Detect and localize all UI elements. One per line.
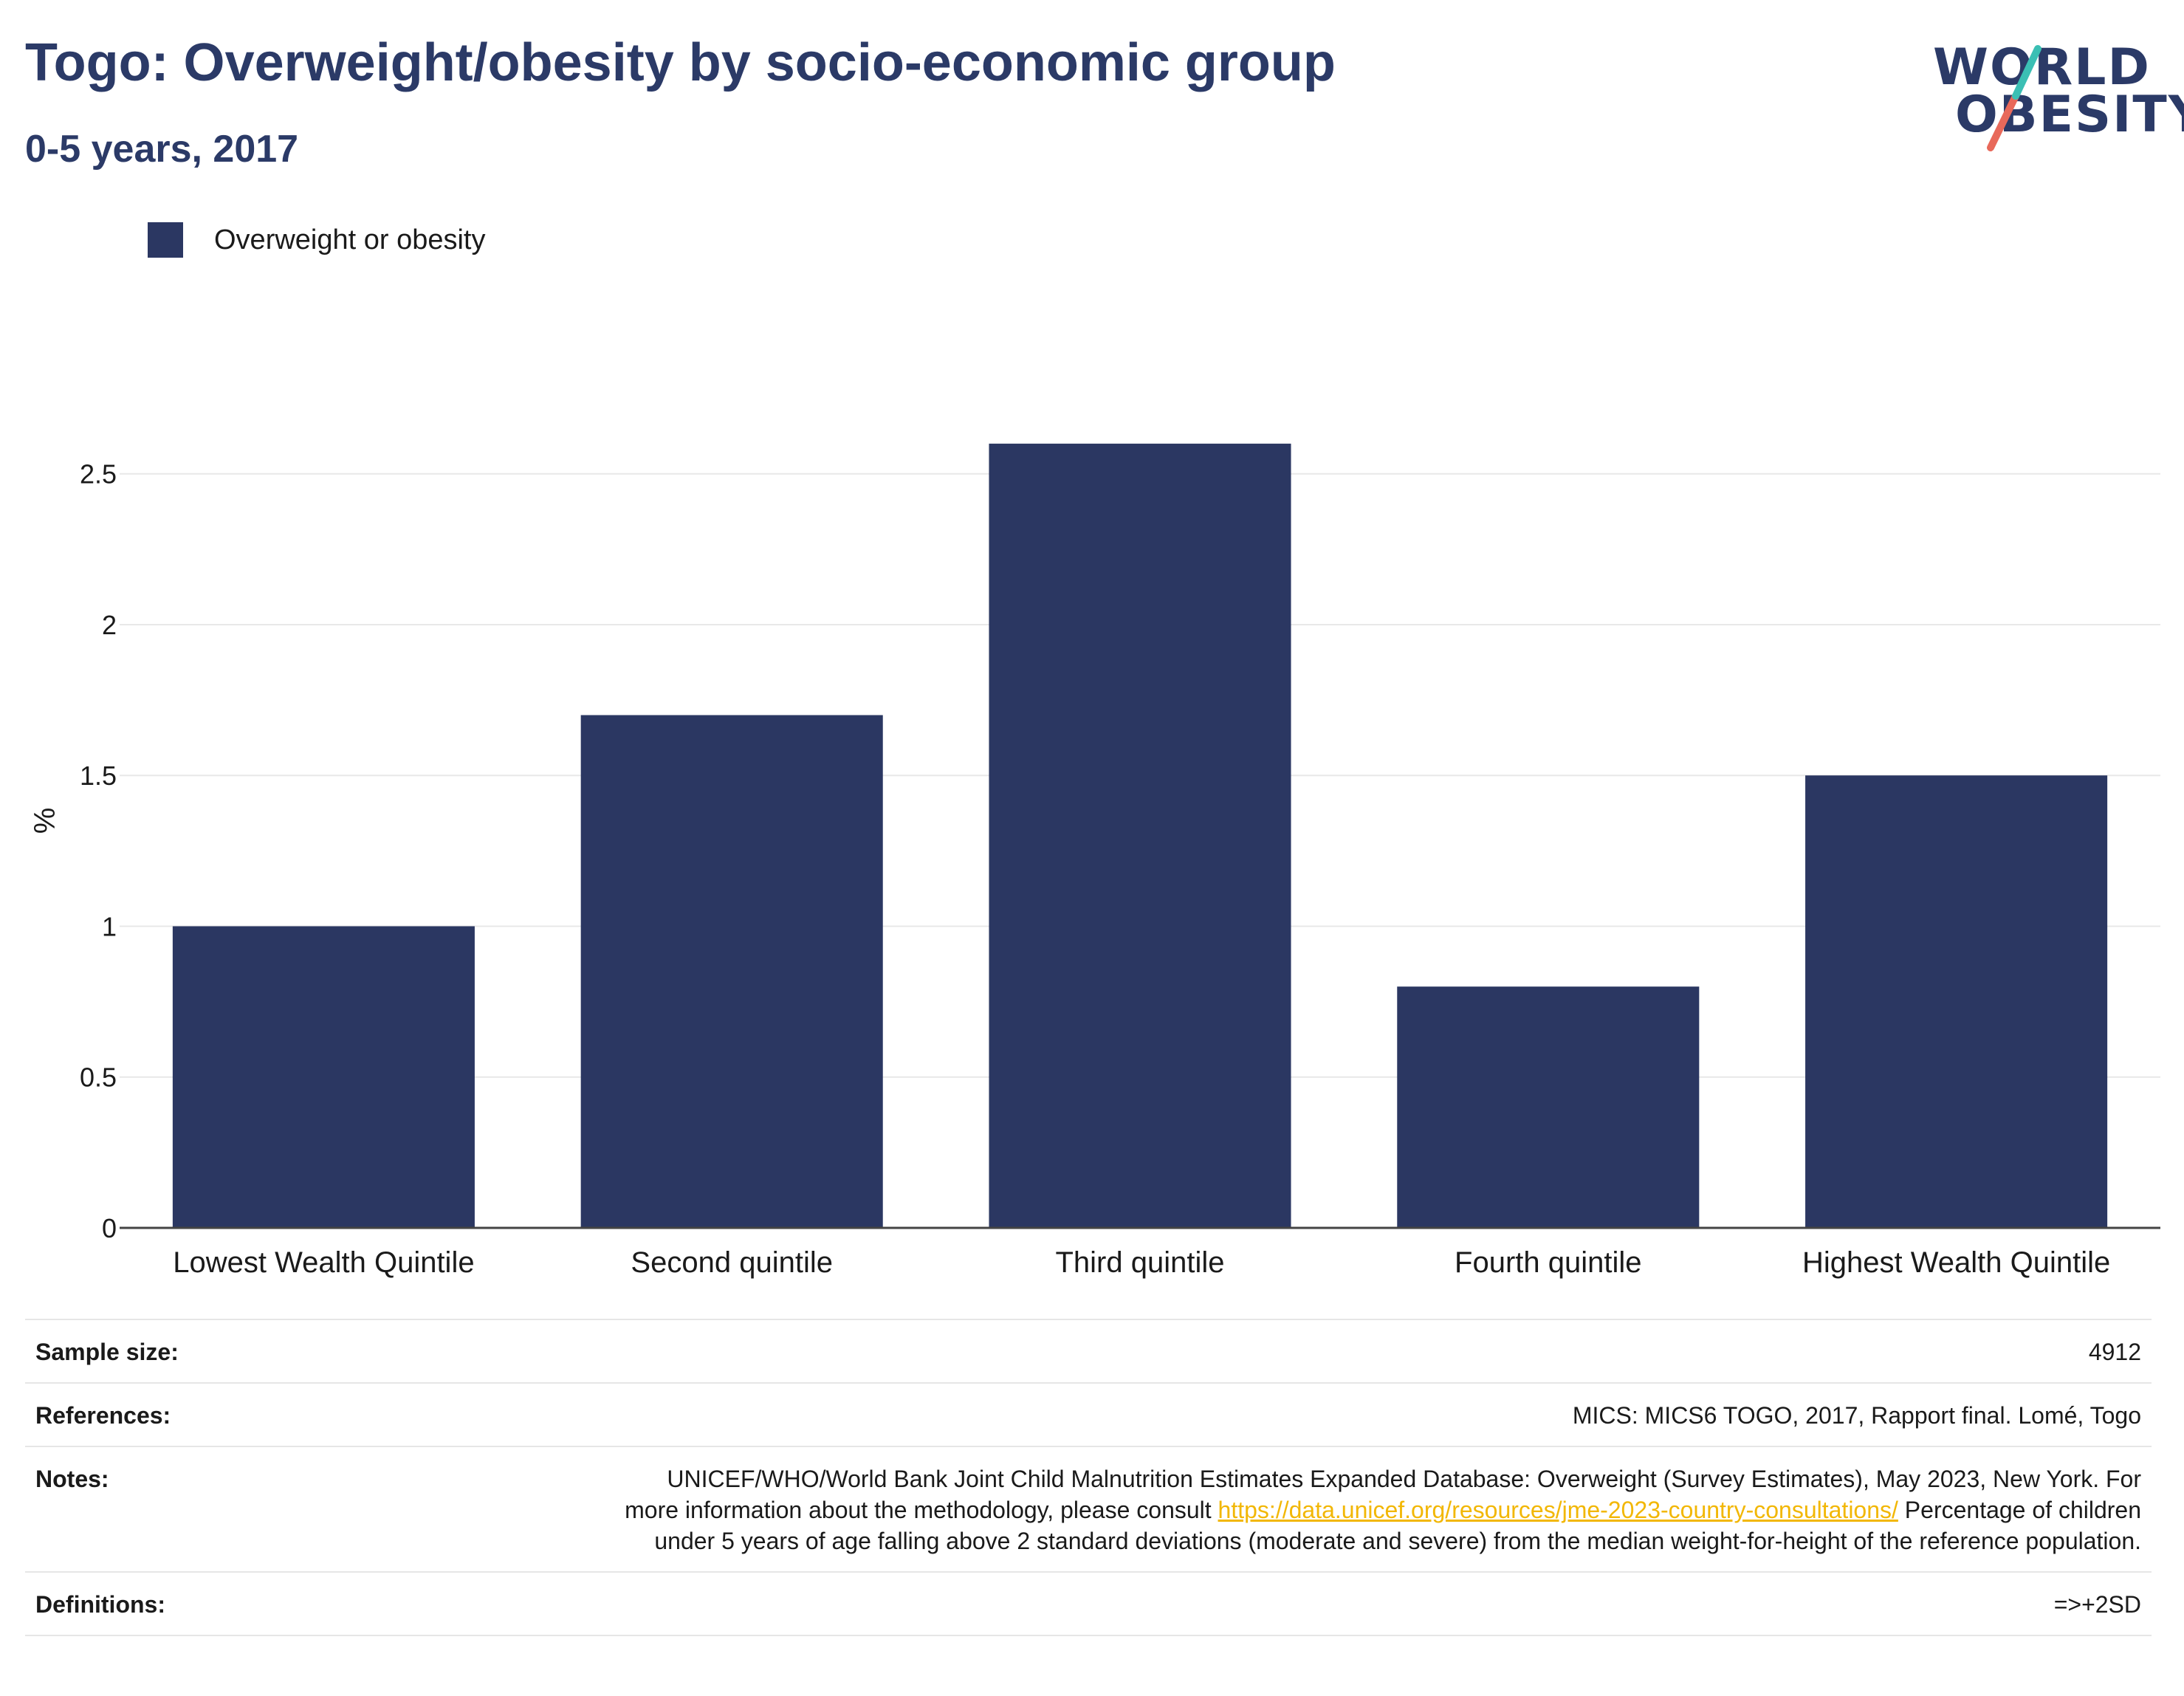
logo-line2: OBESITY [1955, 86, 2184, 144]
bar [989, 443, 1291, 1229]
logo-slash-icon [1987, 45, 2042, 151]
notes-text-1: UNICEF/WHO/World Bank Joint Child Malnut… [625, 1466, 2141, 1523]
notes-row: Notes: UNICEF/WHO/World Bank Joint Child… [25, 1446, 2152, 1571]
bar [172, 926, 475, 1228]
legend-swatch [148, 222, 183, 258]
x-tick-label: Third quintile [1055, 1246, 1224, 1279]
notes-label: Notes: [35, 1466, 109, 1492]
world-obesity-logo: WORLD OBESITY [1920, 22, 2184, 155]
sample-size-value: 4912 [2088, 1339, 2141, 1365]
y-axis-label: % [29, 808, 61, 834]
x-tick-label: Fourth quintile [1455, 1246, 1641, 1279]
y-tick-label: 2.5 [80, 459, 117, 490]
references-value: MICS: MICS6 TOGO, 2017, Rapport final. L… [1572, 1402, 2141, 1429]
definitions-value: =>+2SD [2053, 1591, 2141, 1618]
y-tick-label: 1.5 [80, 761, 117, 791]
info-table: Sample size: 4912 References: MICS: MICS… [25, 1319, 2152, 1636]
y-tick-label: 2 [102, 610, 117, 640]
sample-size-label: Sample size: [35, 1339, 179, 1365]
logo-line1: WORLD [1933, 38, 2151, 97]
references-label: References: [35, 1402, 171, 1429]
definitions-label: Definitions: [35, 1591, 165, 1618]
notes-text-2: Percentage of children under 5 years of … [654, 1497, 2141, 1554]
x-tick-label: Highest Wealth Quintile [1802, 1246, 2110, 1279]
y-tick-label: 0 [102, 1213, 117, 1243]
definitions-row: Definitions: =>+2SD [25, 1571, 2152, 1636]
x-tick-label: Lowest Wealth Quintile [173, 1246, 474, 1279]
notes-value: UNICEF/WHO/World Bank Joint Child Malnut… [620, 1463, 2141, 1556]
page-title: Togo: Overweight/obesity by socio-econom… [25, 33, 1336, 92]
legend-label: Overweight or obesity [214, 224, 486, 255]
page-subtitle: 0-5 years, 2017 [25, 128, 299, 171]
references-row: References: MICS: MICS6 TOGO, 2017, Rapp… [25, 1382, 2152, 1446]
y-tick-label: 1 [102, 911, 117, 941]
notes-link[interactable]: https://data.unicef.org/resources/jme-20… [1218, 1497, 1898, 1523]
y-tick-label: 0.5 [80, 1062, 117, 1093]
bar [1805, 775, 2108, 1228]
chart-legend: Overweight or obesity [148, 222, 486, 258]
bar-chart: 0 0.5 1 1.5 2 2.5% Lowest Wealth Quintile Secon… [29, 443, 2160, 1279]
bar [1397, 986, 1700, 1228]
sample-size-row: Sample size: 4912 [25, 1319, 2152, 1382]
x-tick-label: Second quintile [631, 1246, 833, 1279]
bar [580, 715, 883, 1228]
